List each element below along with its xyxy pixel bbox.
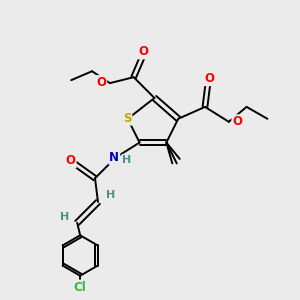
Text: H: H: [122, 155, 132, 165]
Text: S: S: [123, 112, 131, 125]
Text: O: O: [96, 76, 106, 89]
Text: Cl: Cl: [74, 280, 86, 293]
Text: O: O: [204, 72, 214, 85]
Text: H: H: [106, 190, 115, 200]
Text: N: N: [109, 151, 119, 164]
Text: H: H: [60, 212, 69, 222]
Text: O: O: [66, 154, 76, 167]
Text: O: O: [138, 45, 148, 58]
Text: O: O: [232, 115, 242, 128]
